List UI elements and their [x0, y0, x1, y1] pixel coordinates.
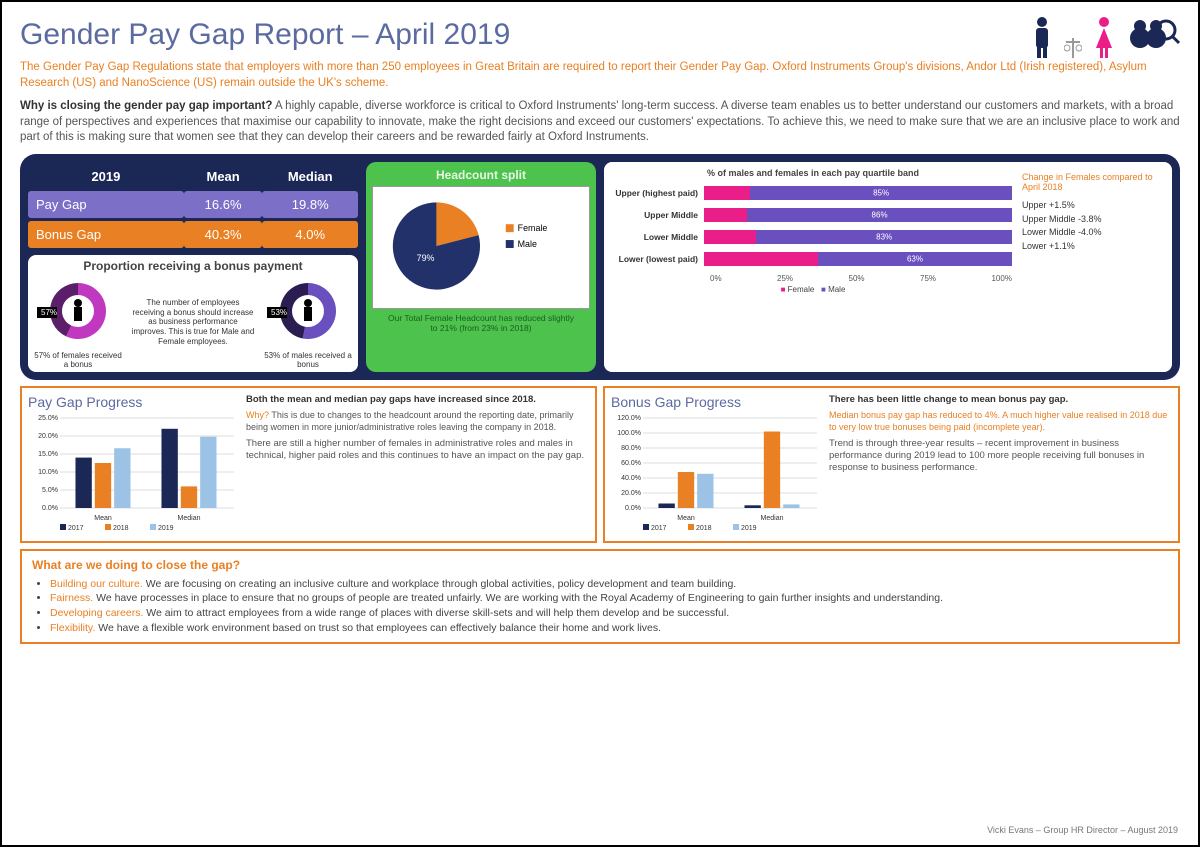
quartile-row: Lower (lowest paid)63%: [614, 252, 1012, 266]
svg-text:Mean: Mean: [677, 515, 695, 522]
svg-text:53%: 53%: [271, 308, 287, 317]
quartile-change-stats: Change in Females compared to April 2018…: [1022, 168, 1162, 366]
svg-text:Male: Male: [518, 239, 537, 249]
svg-text:5.0%: 5.0%: [42, 487, 58, 494]
svg-text:40.0%: 40.0%: [621, 475, 641, 482]
svg-text:120.0%: 120.0%: [617, 415, 641, 422]
svg-text:100.0%: 100.0%: [617, 430, 641, 437]
svg-text:Female: Female: [518, 223, 548, 233]
scale-icon: [1064, 36, 1082, 60]
svg-text:80.0%: 80.0%: [621, 445, 641, 452]
svg-text:10.0%: 10.0%: [38, 469, 58, 476]
svg-text:0.0%: 0.0%: [42, 505, 58, 512]
why-paragraph: Why is closing the gender pay gap import…: [20, 99, 1180, 146]
intro-text: The Gender Pay Gap Regulations state tha…: [20, 60, 1180, 91]
page-title: Gender Pay Gap Report – April 2019: [20, 18, 510, 52]
signature: Vicki Evans – Group HR Director – August…: [987, 825, 1178, 835]
svg-text:20.0%: 20.0%: [621, 490, 641, 497]
quartile-row: Lower Middle83%: [614, 230, 1012, 244]
header-icons: [1030, 16, 1180, 60]
action-item: Fairness. We have processes in place to …: [50, 591, 1168, 606]
svg-text:2018: 2018: [113, 525, 129, 532]
svg-text:2018: 2018: [696, 525, 712, 532]
gap-stats-table: 2019MeanMedian Pay Gap16.6%19.8% Bonus G…: [28, 162, 358, 251]
svg-text:57%: 57%: [41, 308, 57, 317]
bonus-gap-progress-box: Bonus Gap Progress 0.0%20.0%40.0%60.0%80…: [603, 386, 1180, 543]
pay-gap-progress-box: Pay Gap Progress 0.0%5.0%10.0%15.0%20.0%…: [20, 386, 597, 543]
svg-text:0.0%: 0.0%: [625, 505, 641, 512]
svg-text:Median: Median: [178, 515, 201, 522]
action-item: Flexibility. We have a flexible work env…: [50, 621, 1168, 636]
male-bonus-donut: 53%: [266, 275, 350, 347]
headcount-panel: Headcount split 79%FemaleMale Our Total …: [366, 162, 596, 372]
quartile-panel: % of males and females in each pay quart…: [604, 162, 1172, 372]
svg-text:Median: Median: [761, 515, 784, 522]
svg-text:25.0%: 25.0%: [38, 415, 58, 422]
svg-text:20.0%: 20.0%: [38, 433, 58, 440]
action-item: Building our culture. We are focusing on…: [50, 577, 1168, 592]
dashboard-strip: 2019MeanMedian Pay Gap16.6%19.8% Bonus G…: [20, 154, 1180, 380]
why-heading: Why is closing the gender pay gap import…: [20, 100, 272, 112]
action-item: Developing careers. We aim to attract em…: [50, 606, 1168, 621]
female-figure-icon: [1092, 16, 1116, 60]
svg-text:2017: 2017: [68, 525, 84, 532]
headcount-pie: 79% Female Male: [377, 191, 585, 301]
pay-gap-chart: 0.0% 5.0% 10.0% 15.0% 20.0% 25.0% Mean Median 20…: [28, 412, 238, 532]
svg-text:15.0%: 15.0%: [38, 451, 58, 458]
bonus-proportion-box: Proportion receiving a bonus payment 57%…: [28, 255, 358, 372]
actions-box: What are we doing to close the gap? Buil…: [20, 549, 1180, 644]
male-figure-icon: [1030, 16, 1054, 60]
svg-text:Mean: Mean: [94, 515, 112, 522]
svg-text:2019: 2019: [741, 525, 757, 532]
svg-text:79%: 79%: [417, 252, 435, 262]
quartile-row: Upper (highest paid)85%: [614, 186, 1012, 200]
svg-text:2019: 2019: [158, 525, 174, 532]
magnify-people-icon: [1126, 16, 1180, 60]
bonus-gap-chart: 0.0% 20.0% 40.0% 60.0% 80.0% 100.0% 120.0% Mean…: [611, 412, 821, 532]
svg-text:60.0%: 60.0%: [621, 460, 641, 467]
quartile-row: Upper Middle86%: [614, 208, 1012, 222]
svg-text:2017: 2017: [651, 525, 667, 532]
female-bonus-donut: 57%: [36, 275, 120, 347]
